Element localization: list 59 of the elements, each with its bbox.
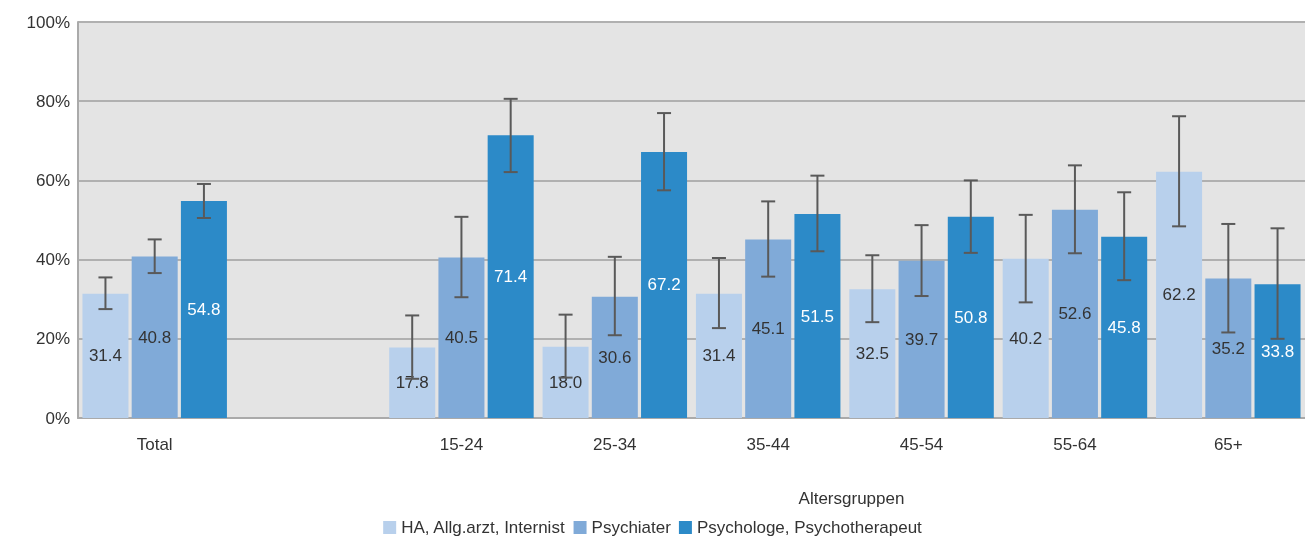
data-label: 35.2: [1211, 338, 1245, 358]
legend-label: Psychiater: [591, 518, 672, 537]
y-tick-label: 100%: [26, 12, 70, 32]
x-tick-label: 25-34: [593, 435, 637, 454]
bar: [82, 293, 129, 418]
data-label: 52.6: [1058, 304, 1092, 324]
data-label: 33.8: [1261, 341, 1295, 361]
x-tick-label: Total: [136, 435, 173, 454]
bar: [1051, 209, 1098, 418]
bar: [1156, 171, 1203, 418]
bar: [794, 214, 841, 418]
data-label: 31.4: [702, 346, 736, 366]
bar: [438, 257, 485, 418]
legend-label: HA, Allg.arzt, Internist: [401, 518, 565, 537]
bar: [1101, 236, 1148, 418]
data-label: 50.8: [954, 307, 988, 327]
y-tick-label: 40%: [35, 250, 70, 270]
data-label: 39.7: [905, 329, 939, 349]
bar: [947, 216, 994, 418]
data-label: 40.2: [1009, 328, 1043, 348]
data-label: 51.5: [800, 306, 834, 326]
data-label: 45.8: [1107, 317, 1141, 337]
bar: [745, 239, 792, 418]
x-tick-label: 45-54: [899, 435, 944, 454]
data-label: 31.4: [88, 346, 122, 366]
data-label: 30.6: [598, 347, 632, 367]
bar: [487, 135, 534, 418]
bar: [1002, 258, 1049, 418]
data-label: 45.1: [751, 319, 785, 339]
bar: [591, 296, 638, 418]
legend-label: Psychologe, Psychotherapeut: [696, 518, 923, 537]
x-axis-title: Altersgruppen: [798, 489, 905, 508]
bar: [1254, 284, 1301, 418]
y-tick-label: 20%: [35, 329, 70, 349]
bar: [695, 293, 742, 418]
bar: [389, 347, 436, 418]
bar: [898, 260, 945, 418]
bar: [1205, 278, 1252, 418]
data-label: 62.2: [1162, 285, 1196, 305]
data-label: 32.5: [855, 344, 889, 364]
bar: [849, 289, 896, 418]
bar: [641, 151, 688, 418]
data-label: 71.4: [494, 267, 528, 287]
x-tick-label: 55-64: [1053, 435, 1097, 454]
bar: [542, 346, 589, 418]
data-label: 54.8: [187, 300, 221, 319]
bar: [180, 200, 227, 418]
data-label: 17.8: [395, 373, 429, 393]
data-label: 40.5: [444, 328, 478, 348]
y-tick-label: 60%: [35, 170, 70, 190]
y-tick-label: 80%: [35, 91, 70, 111]
x-tick-label: 35-44: [746, 435, 790, 454]
data-label: 18.0: [549, 372, 583, 392]
x-tick-label: 65+: [1213, 435, 1243, 454]
data-label: 67.2: [647, 275, 681, 295]
x-tick-label: 15-24: [439, 435, 484, 454]
data-label: 40.8: [138, 327, 172, 347]
bar: [131, 256, 178, 418]
y-tick-label: 0%: [45, 408, 70, 428]
